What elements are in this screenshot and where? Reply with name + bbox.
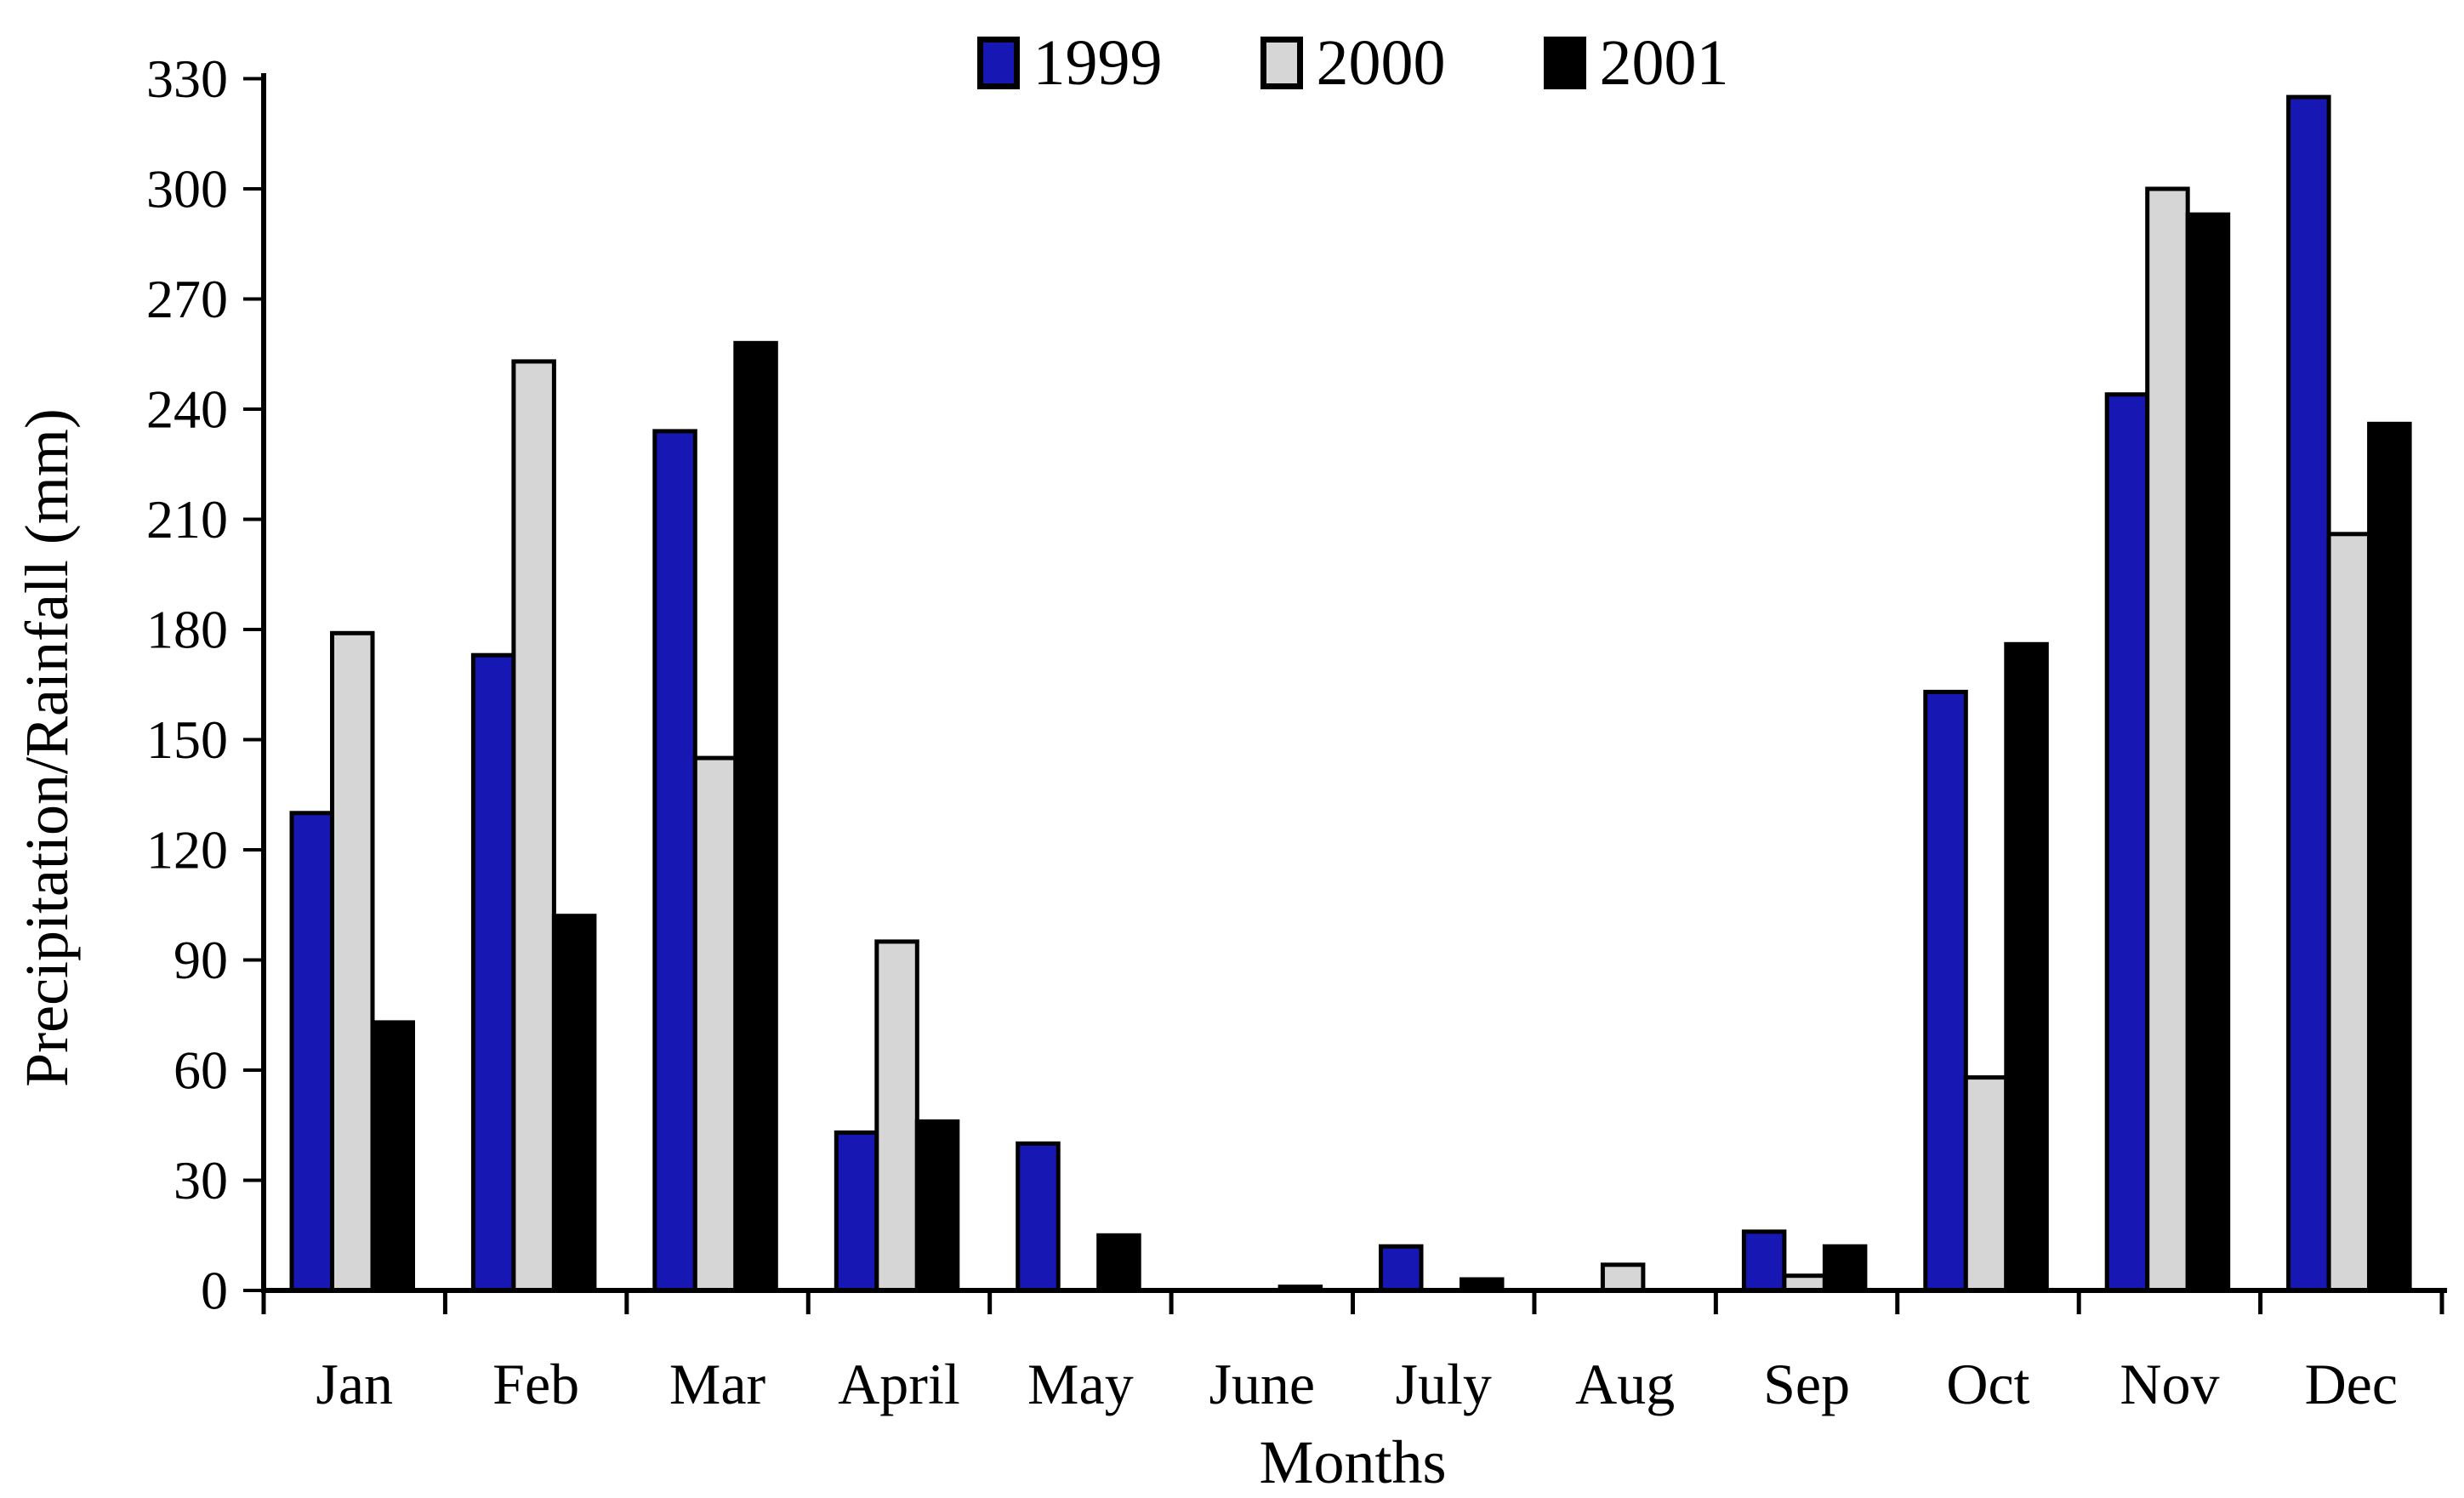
bar-Oct-1999 — [1923, 689, 1968, 1293]
bar-July-1999 — [1379, 1244, 1424, 1293]
y-tick-label: 210 — [146, 489, 228, 550]
bar-Oct-2001 — [2004, 641, 2049, 1293]
month-label: Mar — [669, 1352, 766, 1416]
bar-Jan-2001 — [370, 1020, 415, 1293]
bar-Jan-2000 — [330, 630, 375, 1293]
bar-Dec-1999 — [2286, 94, 2331, 1293]
y-tick-label: 60 — [174, 1040, 228, 1101]
bar-Feb-1999 — [470, 652, 516, 1293]
month-label: Dec — [2305, 1352, 2398, 1416]
bar-May-1999 — [1016, 1141, 1061, 1293]
y-tick-label: 330 — [146, 48, 228, 109]
legend-item-2000: 2000 — [1260, 31, 1446, 95]
y-tick-label: 240 — [146, 379, 228, 440]
bar-Sep-1999 — [1741, 1229, 1787, 1293]
legend-label-2001: 2001 — [1599, 27, 1729, 99]
legend-item-2001: 2001 — [1543, 27, 1729, 99]
month-label: July — [1396, 1352, 1492, 1416]
y-tick-label: 120 — [146, 820, 228, 880]
month-label: Sep — [1763, 1352, 1850, 1416]
bar-April-1999 — [834, 1130, 879, 1293]
bar-April-2000 — [874, 939, 919, 1293]
bar-Dec-2000 — [2326, 532, 2372, 1293]
legend-item-1999: 1999 — [976, 27, 1163, 99]
legend-label-2000: 2000 — [1316, 27, 1446, 99]
bar-Aug-2000 — [1600, 1262, 1646, 1293]
month-label: Aug — [1575, 1352, 1675, 1416]
bar-Nov-2000 — [2145, 186, 2190, 1293]
bar-Sep-2001 — [1822, 1244, 1868, 1293]
y-tick-label: 0 — [201, 1261, 228, 1321]
bar-Mar-2000 — [692, 755, 738, 1293]
bar-Dec-2001 — [2367, 421, 2412, 1293]
y-tick-label: 300 — [146, 159, 228, 219]
legend-label-1999: 1999 — [1033, 27, 1163, 99]
y-tick-label: 30 — [174, 1150, 228, 1210]
legend-swatch-2000-icon — [1260, 37, 1303, 89]
month-label: Nov — [2120, 1352, 2219, 1416]
y-tick-label: 270 — [146, 269, 228, 329]
month-label: April — [838, 1352, 960, 1416]
y-tick-label: 180 — [146, 600, 228, 660]
bar-Oct-2000 — [1963, 1075, 2009, 1293]
bar-Nov-2001 — [2185, 212, 2231, 1293]
bar-May-2001 — [1096, 1233, 1141, 1293]
x-axis-title: Months — [1259, 1428, 1447, 1496]
bar-Feb-2000 — [511, 359, 556, 1293]
y-tick-label: 90 — [174, 930, 228, 990]
legend-swatch-1999-icon — [976, 37, 1020, 89]
legend-swatch-2001-icon — [1543, 37, 1586, 89]
bar-Mar-1999 — [652, 429, 697, 1293]
bar-Mar-2001 — [733, 340, 778, 1293]
month-label: Oct — [1946, 1352, 2029, 1416]
bar-April-2001 — [914, 1119, 960, 1293]
y-tick-label: 150 — [146, 709, 228, 770]
bar-Nov-1999 — [2104, 392, 2150, 1293]
month-label: Feb — [492, 1352, 579, 1416]
bar-Jan-1999 — [289, 811, 334, 1293]
month-label: Jan — [316, 1352, 393, 1416]
legend: 1999 2000 2001 — [264, 31, 2442, 95]
month-label: June — [1209, 1352, 1315, 1416]
month-label: May — [1027, 1352, 1134, 1416]
bar-Feb-2001 — [551, 914, 597, 1293]
